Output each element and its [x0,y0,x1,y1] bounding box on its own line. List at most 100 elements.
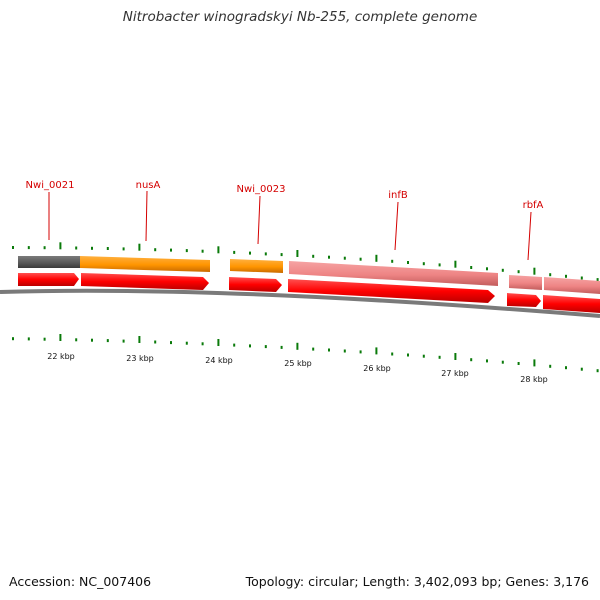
top-minor-tick [580,276,583,280]
cds-arrow-nusa[interactable] [81,273,209,290]
genome-backbone [0,288,600,318]
gene-label-nusa[interactable]: nusA [136,180,161,191]
gene-leader-nwi-0023 [257,195,261,245]
top-major-tick [296,250,299,257]
cds-arrow-next[interactable] [543,295,600,313]
bottom-minor-tick [343,349,346,353]
bottom-major-tick [138,336,141,343]
feature-band-infb[interactable] [289,261,498,286]
bottom-minor-tick [106,339,109,343]
top-minor-tick [27,246,30,250]
bottom-major-tick [533,359,536,367]
feature-band-rbfa[interactable] [509,275,542,290]
top-minor-tick [517,270,520,274]
map-title: Nitrobacter winogradskyi Nb-255, complet… [122,9,478,25]
bottom-minor-tick [170,341,172,345]
bottom-minor-tick [43,337,46,341]
top-minor-tick [391,259,394,263]
top-minor-tick [264,252,267,256]
top-minor-tick [343,256,346,260]
feature-band-nusa[interactable] [80,256,210,272]
top-minor-tick [470,266,473,269]
top-minor-tick [201,249,204,253]
bottom-minor-tick [264,345,267,349]
bottom-minor-tick [580,367,583,371]
bottom-minor-tick [422,354,425,358]
bottom-minor-tick [233,343,236,347]
top-minor-tick [565,274,567,278]
top-minor-tick [43,246,46,250]
gene-label-rbfa-text[interactable]: rbfA [523,200,544,211]
bottom-minor-tick [312,347,315,351]
bottom-minor-tick [122,339,125,343]
scale-label-28kbp: 28 kbp [520,375,548,384]
bottom-minor-tick [27,337,30,341]
scale-label-24kbp: 24 kbp [205,356,233,365]
bottom-minor-tick [201,342,204,346]
bottom-minor-tick [91,338,93,342]
bottom-minor-tick [154,340,157,344]
top-minor-tick [233,250,236,254]
cds-arrow-track [18,273,600,313]
top-minor-tick [75,246,78,250]
bottom-minor-tick [517,362,520,365]
bottom-minor-tick [280,345,283,349]
bottom-minor-tick [486,359,488,363]
bottom-minor-tick [249,344,251,348]
scale-label-25kbp: 25 kbp [284,359,312,368]
bottom-minor-tick [565,366,567,370]
tick-track-top [12,242,599,282]
bottom-minor-tick [12,337,14,341]
bottom-minor-tick [185,341,188,345]
bottom-minor-tick [391,352,394,356]
top-minor-tick [154,248,157,252]
top-minor-tick [596,278,599,282]
gene-label-group: Nwi_0021 nusA Nwi_0023 infB rbfA [26,180,544,261]
top-minor-tick [249,251,251,255]
cds-arrow-nwi-0021[interactable] [18,273,79,286]
top-major-tick [59,242,62,250]
cds-arrow-nwi-0023[interactable] [229,277,282,292]
top-major-tick [217,246,220,254]
top-minor-tick [359,257,362,261]
top-minor-tick [486,267,488,271]
top-minor-tick [407,261,409,264]
scale-label-22kbp: 22 kbp [47,352,75,361]
gene-label-infb[interactable]: infB [388,190,408,201]
bottom-major-tick [59,334,62,341]
top-minor-tick [122,247,125,251]
bottom-minor-tick [501,360,504,364]
top-minor-tick [312,254,315,258]
bottom-major-tick [296,342,299,350]
scale-label-27kbp: 27 kbp [441,369,469,378]
bottom-minor-tick [596,369,599,373]
top-minor-tick [170,248,172,252]
cds-arrow-infb[interactable] [288,279,495,303]
gene-leader-nusa [145,190,148,242]
tick-track-bottom [12,334,599,373]
gene-leader-rbfa [527,211,532,261]
top-major-tick [375,254,378,262]
feature-band-nwi-0023[interactable] [230,259,283,273]
bottom-major-tick [217,339,220,346]
gene-label-nwi-0021[interactable]: Nwi_0021 [26,180,75,191]
bottom-major-tick [454,353,457,360]
bottom-minor-tick [470,358,473,362]
bottom-minor-tick [328,348,330,352]
accession-label: Accession: NC_007406 [9,574,152,589]
bottom-minor-tick [359,350,362,354]
top-minor-tick [280,253,283,257]
cds-arrow-rbfa[interactable] [507,293,541,307]
top-minor-tick [12,246,14,249]
feature-band-next[interactable] [544,277,600,294]
bottom-minor-tick [549,364,552,368]
top-minor-tick [422,262,425,266]
top-minor-tick [549,273,552,277]
top-minor-tick [328,255,330,259]
bottom-major-tick [375,347,378,355]
feature-band-nwi-0021[interactable] [18,256,80,268]
gene-label-nwi-0023[interactable]: Nwi_0023 [237,184,286,195]
top-major-tick [533,267,536,275]
topology-summary: Topology: circular; Length: 3,402,093 bp… [245,574,589,589]
